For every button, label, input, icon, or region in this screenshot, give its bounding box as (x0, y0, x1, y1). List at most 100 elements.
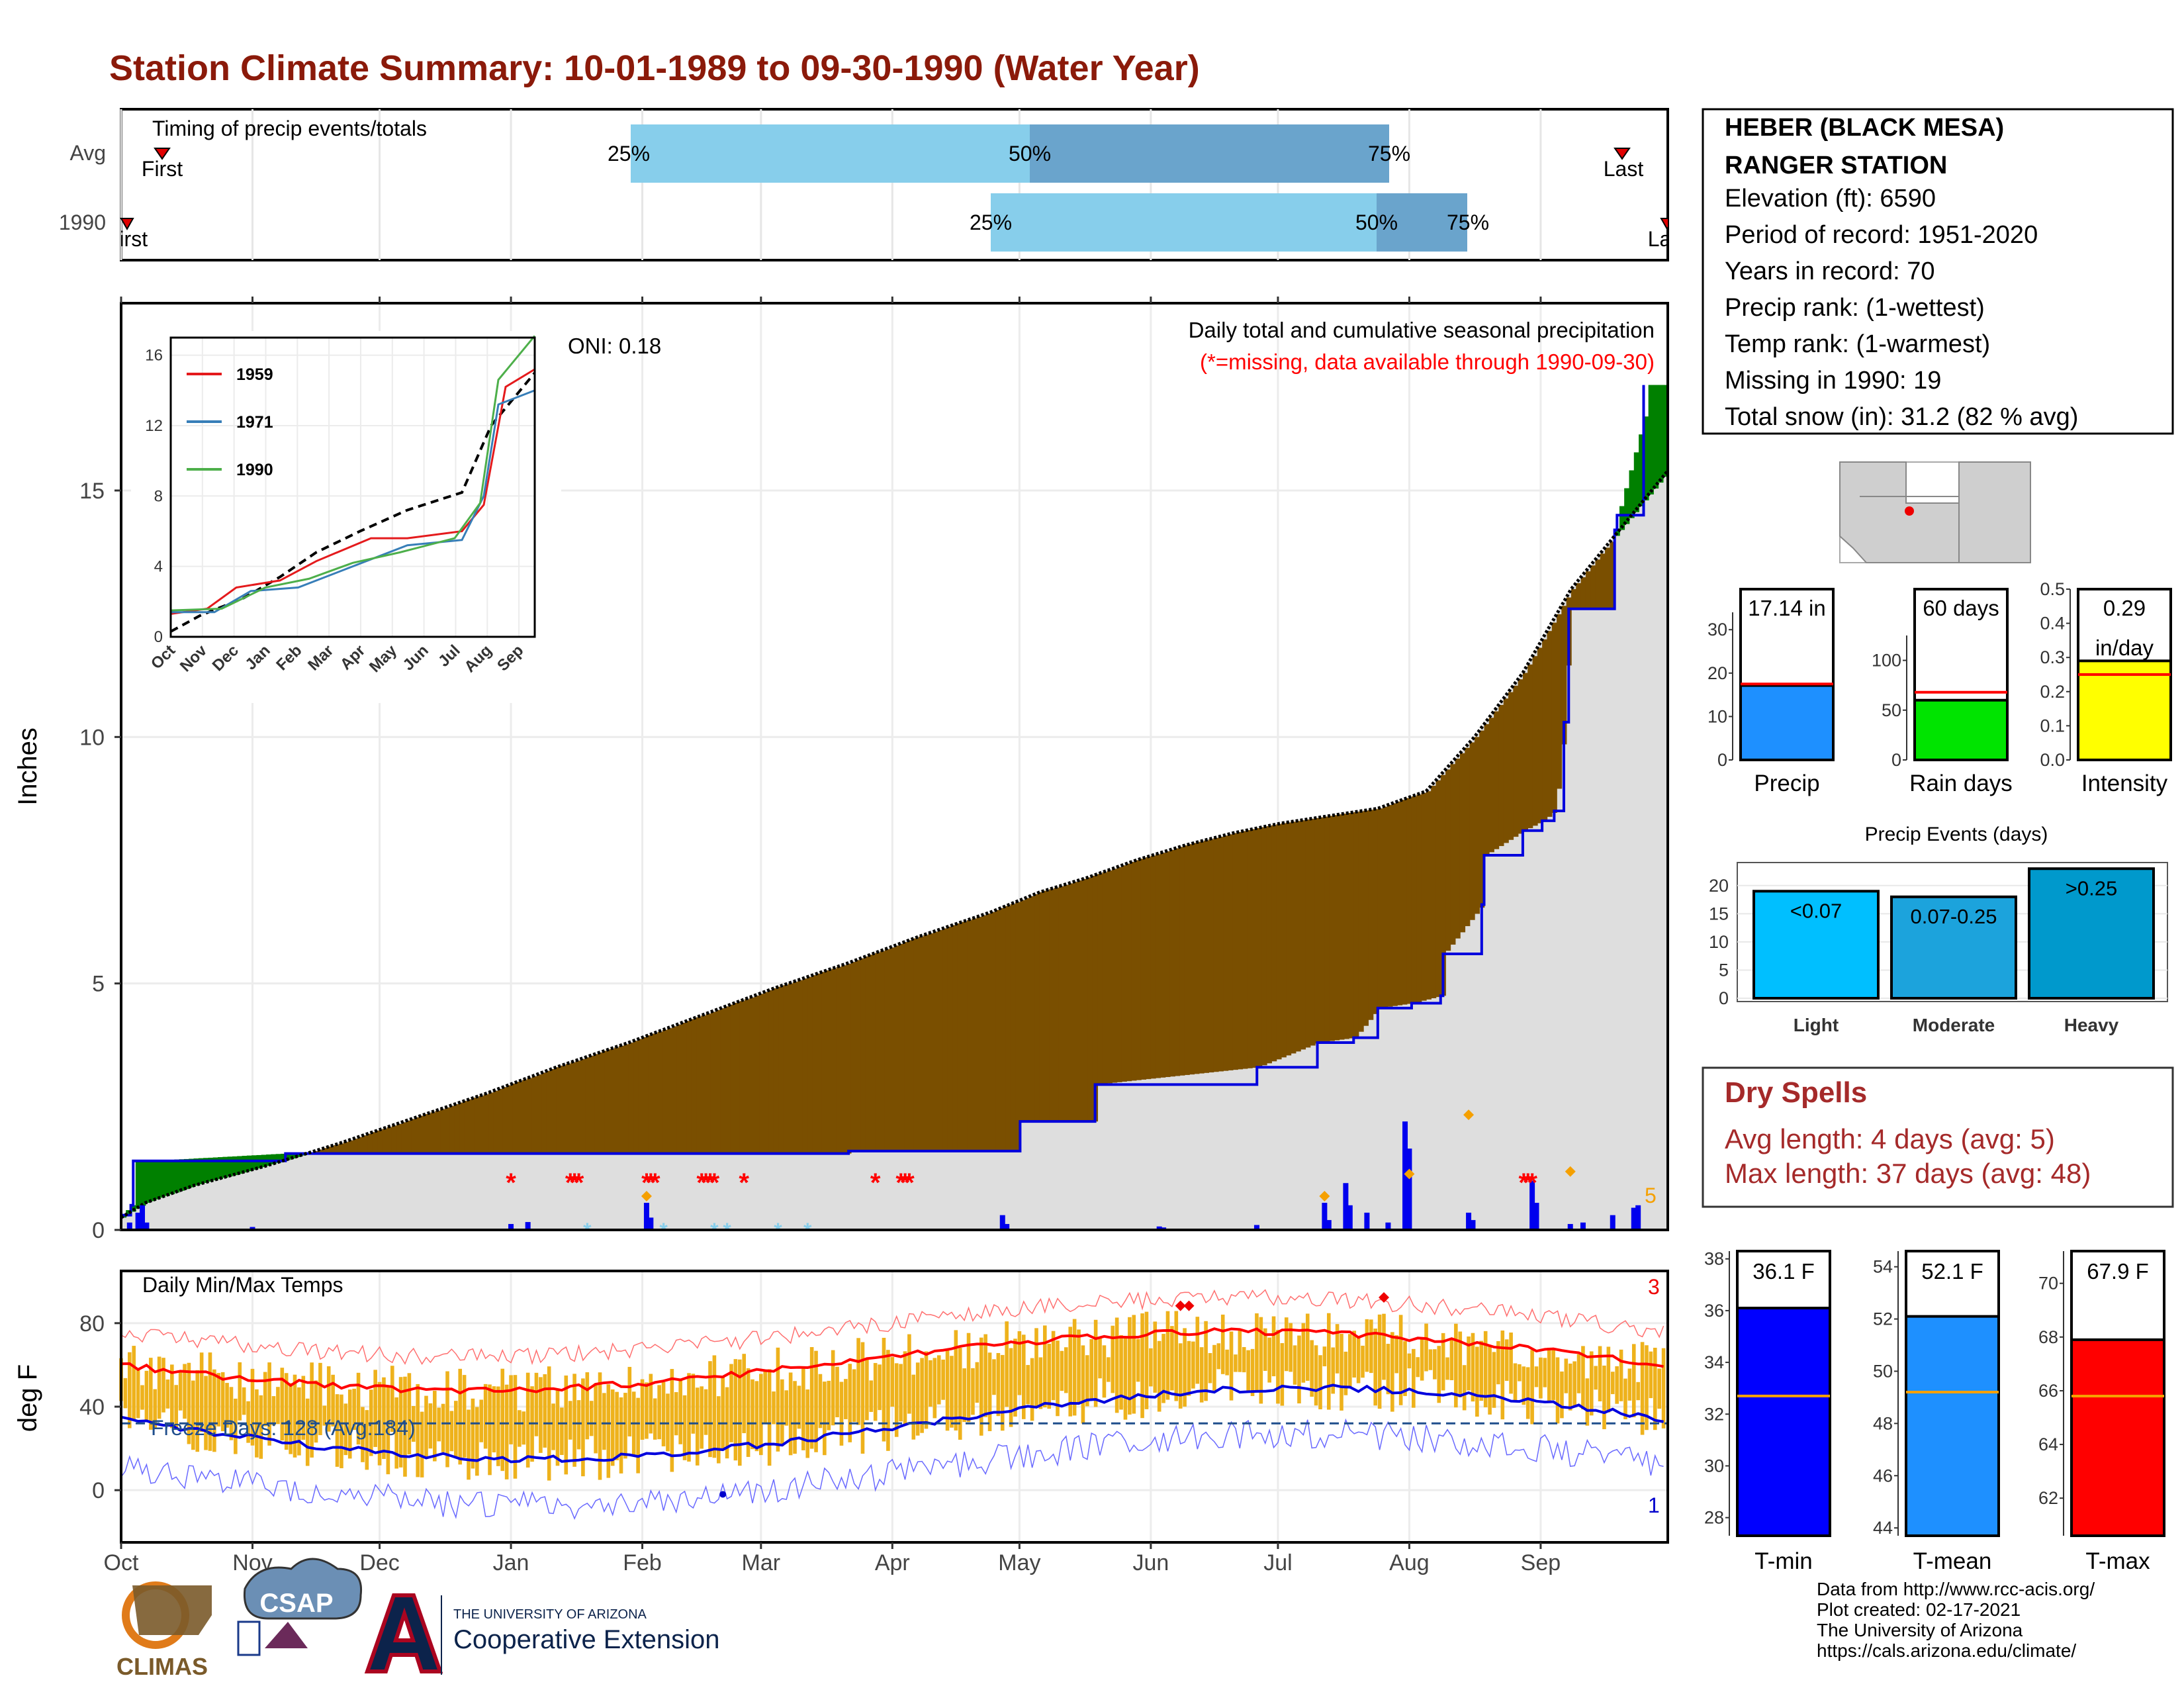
precip-surplus-slice (1662, 385, 1668, 477)
precip-deficit-slice (1102, 872, 1108, 1084)
daily-temp-range-bar (1267, 1337, 1271, 1383)
temp-bar-ytick: 44 (1873, 1518, 1893, 1538)
precip-deficit-slice (541, 1072, 547, 1154)
daily-temp-range-bar (1318, 1355, 1322, 1410)
timing-avg-bar-25-50 (631, 124, 1030, 183)
rain-days-value-label: 60 days (1923, 596, 1999, 620)
daily-temp-range-bar (1581, 1346, 1585, 1410)
daily-temp-range-bar (403, 1376, 407, 1477)
precip-deficit-slice (1116, 867, 1122, 1082)
daily-temp-range-bar (216, 1373, 221, 1427)
daily-temp-range-bar (1437, 1346, 1441, 1403)
precip-deficit-slice (1522, 673, 1529, 831)
precip-deficit-slice (1208, 839, 1214, 1073)
precip-deficit-slice (449, 1105, 455, 1154)
precip-deficit-slice (474, 1098, 480, 1154)
daily-temp-range-bar (818, 1374, 823, 1429)
precip-deficit-slice (590, 1055, 596, 1154)
daily-temp-range-bar (1398, 1315, 1403, 1405)
daily-temp-range-bar (1098, 1336, 1102, 1379)
daily-temp-range-bar (301, 1376, 306, 1440)
daily-temp-range-bar (509, 1375, 513, 1444)
precip-deficit-slice (565, 1064, 571, 1154)
daily-temp-range-bar (220, 1372, 225, 1432)
precip-deficit-slice (1029, 896, 1036, 1122)
daily-temp-range-bar (962, 1368, 966, 1423)
daily-temp-range-bar (1005, 1321, 1009, 1407)
daily-temp-range-bar (1132, 1315, 1136, 1414)
daily-temp-range-bar (1547, 1347, 1551, 1402)
daily-temp-range-bar (1551, 1349, 1555, 1401)
daily-temp-range-bar (1471, 1333, 1475, 1402)
precip-surplus-slice (1614, 530, 1620, 536)
precip-deficit-slice (1087, 877, 1093, 1122)
events-ytick: 0 (1719, 988, 1729, 1008)
temp-bar-ytick: 46 (1873, 1466, 1893, 1485)
timing-year-first-label: First (107, 227, 148, 251)
precip-deficit-slice (1068, 883, 1074, 1122)
inset-ytick: 4 (154, 558, 163, 576)
tmax-value-label: 67.9 F (2087, 1259, 2149, 1284)
daily-temp-range-bar (373, 1370, 377, 1447)
precip-deficit-slice (1184, 845, 1190, 1075)
precip-deficit-slice (976, 917, 982, 1151)
precip-deficit-slice (1218, 837, 1224, 1072)
missing-data-marker: * (705, 1168, 715, 1197)
temp-ytick: 40 (79, 1395, 105, 1420)
daily-temp-range-bar (420, 1411, 424, 1477)
precip-deficit-slice (730, 1004, 736, 1154)
daily-temp-range-bar (280, 1368, 285, 1441)
credit-line: https://cals.arizona.edu/climate/ (1817, 1640, 2077, 1661)
tmin-bar (1736, 1307, 1831, 1537)
precip-deficit-slice (1465, 747, 1471, 927)
daily-temp-range-bar (191, 1380, 195, 1450)
csap-logo-gauge (237, 1620, 261, 1656)
precip-deficit-slice (802, 978, 808, 1154)
timing-year-last-label: Last (1648, 227, 1688, 251)
daily-temp-range-bar (1017, 1331, 1022, 1395)
daily-temp-range-bar (1390, 1332, 1394, 1412)
precip-deficit-slice (667, 1028, 673, 1154)
inset-ytick: 0 (154, 628, 163, 646)
daily-temp-range-bar (1462, 1365, 1467, 1411)
daily-temp-range-bar (246, 1401, 250, 1443)
timing-avg-p25: 25% (608, 142, 650, 165)
record-low-count: 1 (1648, 1493, 1660, 1517)
tmin-name: T-min (1754, 1548, 1813, 1574)
daily-temp-range-bar (1343, 1351, 1348, 1395)
daily-temp-range-bar (700, 1386, 704, 1449)
daily-temp-range-bar (433, 1390, 437, 1462)
precip-ytick: 0 (92, 1218, 105, 1243)
daily-temp-range-bar (1021, 1335, 1026, 1419)
month-xtick: Sep (1521, 1550, 1561, 1575)
daily-temp-range-bar (1331, 1347, 1335, 1394)
precip-deficit-slice (1310, 818, 1316, 1046)
daily-temp-range-bar (1242, 1346, 1246, 1373)
precip-deficit-slice (1557, 614, 1563, 789)
daily-temp-range-bar (449, 1411, 454, 1452)
daily-temp-range-bar (636, 1397, 640, 1474)
daily-temp-range-bar (386, 1385, 390, 1475)
precip-surplus-slice (169, 1160, 175, 1195)
precip-deficit-slice (1261, 827, 1267, 1066)
precip-deficit-slice (836, 966, 842, 1154)
temp-bar-ytick: 70 (2038, 1274, 2058, 1293)
precip-surplus-slice (159, 1160, 165, 1198)
timing-avg-p50: 50% (1009, 142, 1051, 165)
credit-line: Plot created: 02-17-2021 (1817, 1599, 2021, 1620)
daily-temp-range-bar (445, 1371, 449, 1468)
station-info-line: Years in record: 70 (1725, 258, 1935, 285)
temp-ytick: 0 (92, 1478, 105, 1503)
daily-temp-range-bar (1216, 1343, 1221, 1370)
precip-deficit-slice (856, 960, 862, 1151)
precip-surplus-slice (212, 1157, 218, 1181)
precip-deficit-slice (353, 1139, 359, 1154)
precip-deficit-slice (348, 1140, 354, 1154)
precip-deficit-slice (478, 1096, 484, 1154)
precip-deficit-slice (1247, 830, 1253, 1068)
precip-deficit-slice (720, 1008, 726, 1154)
daily-temp-range-bar (1161, 1334, 1165, 1403)
daily-temp-range-bar (958, 1347, 962, 1440)
daily-precip-bar (1322, 1203, 1328, 1230)
precip-deficit-slice (942, 928, 948, 1151)
